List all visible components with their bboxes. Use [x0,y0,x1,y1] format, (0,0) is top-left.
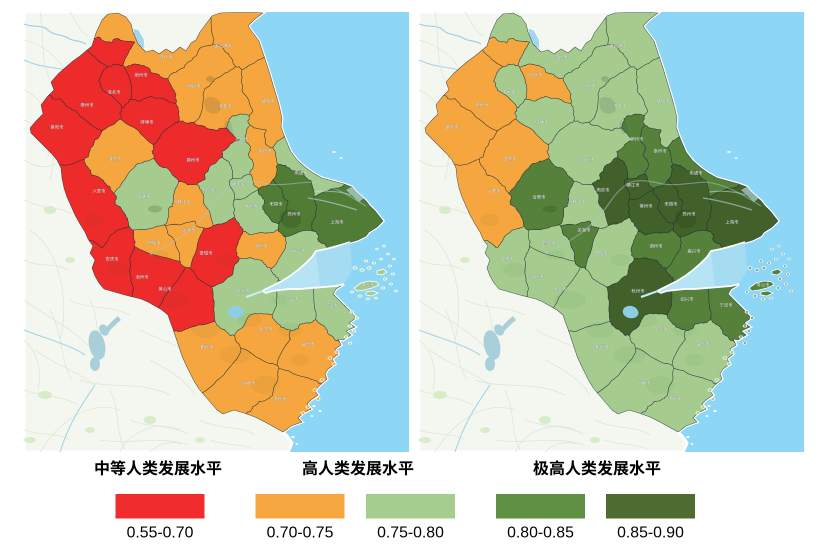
svg-text:0.80-0.85: 0.80-0.85 [507,524,574,541]
svg-text:0.55-0.70: 0.55-0.70 [127,524,194,541]
svg-text:0.85-0.90: 0.85-0.90 [617,524,684,541]
svg-text:0.75-0.80: 0.75-0.80 [377,524,444,541]
svg-text:0.70-0.75: 0.70-0.75 [267,524,334,541]
